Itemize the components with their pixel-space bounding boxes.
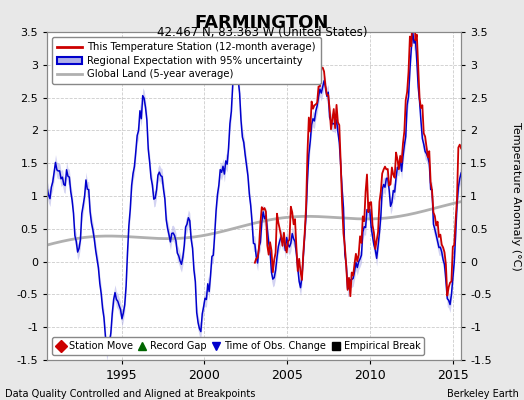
Text: 42.467 N, 83.363 W (United States): 42.467 N, 83.363 W (United States) (157, 26, 367, 39)
Y-axis label: Temperature Anomaly (°C): Temperature Anomaly (°C) (511, 122, 521, 270)
Text: Data Quality Controlled and Aligned at Breakpoints: Data Quality Controlled and Aligned at B… (5, 389, 256, 399)
Legend: Station Move, Record Gap, Time of Obs. Change, Empirical Break: Station Move, Record Gap, Time of Obs. C… (52, 337, 424, 355)
Text: Berkeley Earth: Berkeley Earth (447, 389, 519, 399)
Text: FARMINGTON: FARMINGTON (195, 14, 329, 32)
